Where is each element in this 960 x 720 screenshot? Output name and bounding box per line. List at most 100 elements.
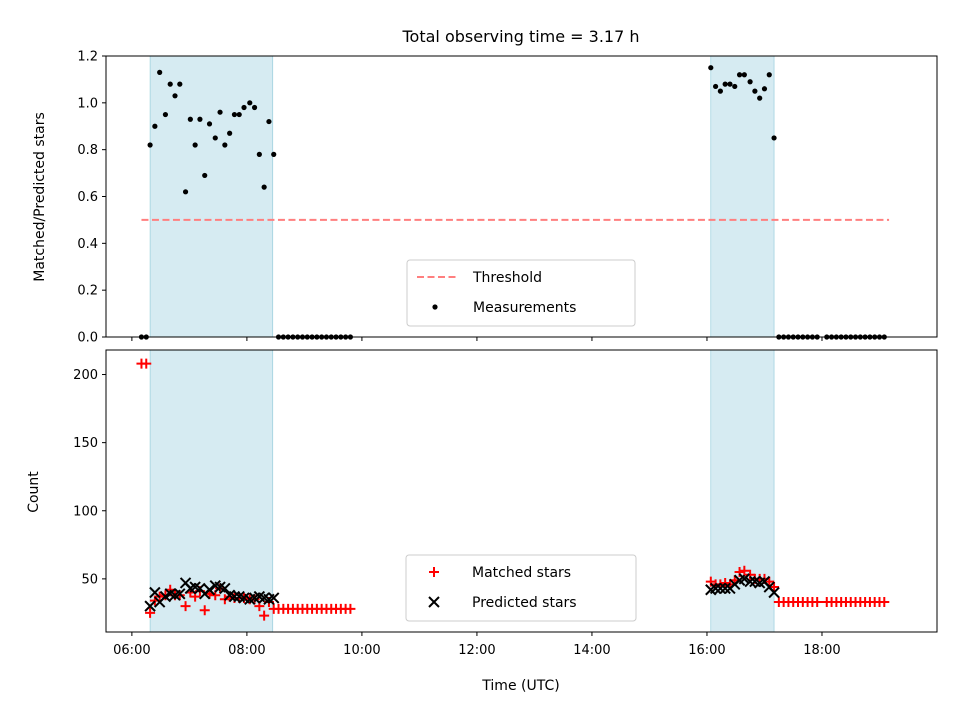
measurement-point (222, 142, 228, 148)
measurement-point (206, 121, 213, 127)
legend-box (405, 554, 637, 622)
legend-measurement-swatch (432, 304, 438, 310)
measurement-point (217, 109, 223, 115)
x-axis-label: Time (UTC) (481, 678, 559, 694)
predicted-stars-point (203, 584, 216, 596)
measurement-point (197, 116, 203, 122)
legend: Matched stars Predicted stars (405, 554, 637, 622)
measurement-point (182, 189, 189, 195)
measurement-point (227, 130, 233, 136)
measurement-point (167, 81, 173, 87)
measurement-point (261, 184, 267, 190)
measurement-point (251, 104, 258, 111)
top-y-axis-label: Matched/Predicted stars (32, 112, 48, 282)
measurement-point (172, 93, 178, 99)
legend-entry-label: Matched stars (472, 565, 571, 581)
y-tick-label: 50 (81, 572, 98, 587)
x-tick-label: 18:00 (803, 643, 840, 658)
matched-stars-point (739, 565, 750, 576)
predicted-stars-point (149, 586, 161, 599)
predicted-stars-point (719, 582, 731, 595)
x-tick-label: 10:00 (343, 643, 380, 658)
measurement-point (766, 72, 772, 78)
legend-matched-swatch (429, 567, 439, 577)
measurement-point (717, 88, 723, 94)
legend: Threshold Measurements (406, 259, 636, 327)
y-tick-label: 0.0 (77, 331, 98, 346)
measurement-point (177, 81, 183, 87)
predicted-stars-point (219, 582, 231, 595)
matched-stars-point (769, 582, 780, 593)
measurement-point (712, 83, 719, 90)
predicted-stars-point (174, 588, 186, 600)
matched-stars-point (764, 576, 775, 587)
plot-frame (105, 349, 938, 633)
predicted-stars-point (714, 582, 727, 595)
matched-stars-point (145, 607, 156, 618)
measurement-point (192, 142, 198, 148)
x-tick-label: 14:00 (573, 643, 610, 658)
measurement-point (271, 151, 277, 157)
matched-stars-point (199, 605, 210, 616)
measurement-point (741, 72, 747, 78)
matched-stars-point (345, 603, 356, 614)
measurement-point (187, 116, 193, 122)
bottom-plot-panel: 50 100 150 200 06:00 08:00 10:00 12:00 14:00 16:0… (73, 349, 938, 658)
chart-title: Total observing time = 3.17 h (401, 27, 639, 46)
measurement-point (256, 151, 262, 157)
measurement-point (236, 111, 242, 118)
observing-interval-band (149, 55, 274, 338)
measurement-point (771, 135, 777, 141)
matched-stars-point (720, 577, 731, 588)
predicted-stars-point (738, 573, 751, 585)
measurement-point (266, 118, 272, 125)
measurement-point (202, 172, 208, 179)
y-tick-label: 1.0 (77, 96, 98, 111)
y-tick-label: 150 (73, 436, 98, 451)
predicted-stars-point (268, 592, 280, 604)
measurement-point (162, 111, 169, 118)
legend-box (406, 259, 636, 327)
y-tick-label: 1.2 (77, 50, 98, 65)
observing-interval-band (710, 55, 775, 338)
y-tick-label: 200 (73, 368, 98, 383)
predicted-stars-point (228, 590, 241, 603)
measurement-point (241, 104, 247, 111)
predicted-stars-point (709, 582, 722, 595)
legend-entry-label: Threshold (472, 270, 542, 286)
measurement-point (152, 123, 158, 129)
x-tick-label: 08:00 (228, 643, 265, 658)
matched-stars-point (259, 610, 270, 621)
measurement-point (747, 79, 753, 85)
measurement-point (736, 72, 743, 78)
top-plot-panel: 0.0 0.2 0.4 0.6 0.8 1.0 1.2 Threshold Measuremen… (77, 50, 938, 346)
measurement-point (212, 135, 218, 141)
matched-stars-point (879, 597, 890, 608)
legend-predicted-swatch (428, 596, 440, 608)
measurement-point (708, 65, 714, 71)
y-tick-label: 0.2 (77, 284, 98, 299)
predicted-stars-point (144, 600, 156, 612)
y-tick-label: 100 (73, 504, 98, 519)
bottom-y-axis-label: Count (26, 471, 42, 513)
measurement-point (727, 81, 733, 87)
measurement-point (231, 111, 238, 118)
y-tick-label: 0.8 (77, 143, 98, 158)
y-tick-label: 0.4 (77, 237, 98, 252)
matched-stars-point (141, 358, 152, 369)
measurement-point (761, 86, 768, 92)
y-tick-label: 0.6 (77, 190, 98, 205)
x-tick-label: 16:00 (688, 643, 725, 658)
measurement-point (157, 69, 163, 75)
measurement-point (147, 142, 153, 148)
x-tick-label: 06:00 (113, 643, 150, 658)
x-tick-label: 12:00 (458, 643, 495, 658)
legend-entry-label: Measurements (473, 300, 576, 316)
predicted-stars-point (744, 575, 756, 588)
measurement-point (247, 100, 253, 106)
measurement-point (757, 95, 763, 101)
measurement-point (732, 83, 738, 90)
matched-stars-point (812, 597, 823, 608)
matched-stars-point (180, 601, 191, 612)
